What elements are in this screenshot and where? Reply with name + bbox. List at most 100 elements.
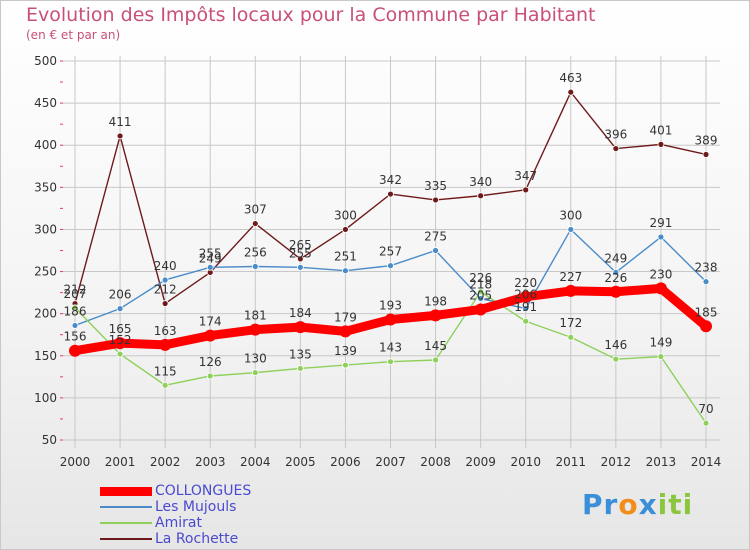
- point-collongues: [339, 325, 352, 338]
- data-label-amirat: 149: [649, 336, 672, 350]
- data-label-collongues: 156: [64, 330, 87, 344]
- data-label-amirat: 130: [244, 352, 267, 366]
- data-label-les-mujouls: 255: [199, 246, 222, 260]
- data-label-la-rochette: 340: [469, 175, 492, 189]
- point-amirat: [342, 361, 349, 369]
- point-collongues: [114, 337, 127, 350]
- data-label-la-rochette: 396: [604, 128, 627, 142]
- data-label-les-mujouls: 240: [154, 259, 177, 273]
- point-collongues: [609, 285, 622, 298]
- point-les-mujouls: [387, 262, 394, 270]
- proxiti-logo: Proxiti: [582, 488, 694, 521]
- point-amirat: [206, 372, 214, 380]
- point-les-mujouls: [702, 278, 710, 286]
- data-label-la-rochette: 212: [154, 283, 177, 297]
- point-amirat: [251, 369, 259, 377]
- legend-label-les-mujouls: Les Mujouls: [155, 499, 237, 515]
- data-label-amirat: 191: [514, 300, 537, 314]
- data-label-amirat: 146: [604, 338, 627, 352]
- y-tick-label: 100: [34, 391, 57, 405]
- point-la-rochette: [567, 88, 575, 96]
- x-tick-label: 2000: [60, 455, 91, 469]
- data-label-la-rochette: 265: [289, 238, 312, 252]
- point-les-mujouls: [206, 263, 214, 271]
- point-amirat: [296, 365, 304, 372]
- point-collongues: [204, 329, 217, 342]
- point-les-mujouls: [342, 267, 349, 275]
- data-label-collongues: 227: [559, 270, 582, 284]
- point-amirat: [116, 350, 124, 358]
- data-label-les-mujouls: 255: [289, 246, 312, 260]
- x-tick-label: 2013: [646, 455, 677, 469]
- data-label-les-mujouls: 275: [424, 230, 447, 244]
- data-label-amirat: 226: [469, 271, 492, 285]
- point-les-mujouls: [116, 305, 124, 313]
- legend-label-collongues: COLLONGUES: [155, 483, 252, 499]
- point-la-rochette: [296, 255, 304, 263]
- data-label-collongues: 198: [424, 294, 447, 308]
- chart-title: Evolution des Impôts locaux pour la Comm…: [26, 4, 596, 26]
- legend-swatch-la-rochette: [100, 538, 152, 540]
- x-tick-label: 2008: [420, 455, 451, 469]
- data-label-amirat: 172: [559, 316, 582, 330]
- data-label-collongues: 165: [109, 322, 132, 336]
- point-collongues: [159, 338, 172, 351]
- data-label-les-mujouls: 251: [334, 250, 357, 264]
- point-collongues: [519, 290, 532, 303]
- data-label-collongues: 193: [379, 299, 402, 313]
- x-tick-label: 2014: [691, 455, 722, 469]
- y-tick-label: 400: [34, 138, 57, 152]
- legend: COLLONGUES Les Mujouls Amirat La Rochett…: [100, 483, 340, 547]
- point-les-mujouls: [432, 247, 439, 254]
- point-les-mujouls: [296, 263, 304, 271]
- data-label-amirat: 143: [379, 341, 402, 355]
- point-amirat: [522, 317, 530, 325]
- point-la-rochette: [477, 192, 485, 200]
- point-la-rochette: [116, 132, 124, 140]
- point-amirat: [612, 355, 620, 363]
- series-lines: [69, 88, 712, 427]
- x-tick-label: 2007: [375, 455, 406, 469]
- data-labels: 212 411 212 249 307 265 300 342 335 340 347 463 396 4…: [64, 71, 718, 416]
- data-label-la-rochette: 249: [199, 251, 222, 265]
- legend-item-collongues: COLLONGUES: [100, 483, 340, 499]
- data-label-les-mujouls: 249: [604, 251, 627, 265]
- y-tick-label: 350: [34, 180, 57, 194]
- point-collongues: [294, 321, 307, 334]
- legend-item-les-mujouls: Les Mujouls: [100, 499, 340, 515]
- y-tick-label: 250: [34, 265, 57, 279]
- legend-label-amirat: Amirat: [155, 515, 202, 531]
- legend-label-la-rochette: La Rochette: [155, 531, 239, 547]
- data-label-amirat: 139: [334, 344, 357, 358]
- data-label-collongues: 163: [154, 324, 177, 338]
- point-amirat: [657, 353, 665, 361]
- point-les-mujouls: [567, 226, 575, 233]
- point-amirat: [567, 333, 575, 341]
- point-la-rochette: [657, 140, 665, 148]
- data-label-les-mujouls: 206: [514, 288, 537, 302]
- point-amirat: [161, 381, 169, 389]
- data-label-collongues: 220: [514, 276, 537, 290]
- point-amirat: [702, 419, 710, 427]
- legend-swatch-les-mujouls: [100, 506, 152, 508]
- y-tick-label: 450: [34, 96, 57, 110]
- data-label-la-rochette: 335: [424, 179, 447, 193]
- x-tick-label: 2001: [105, 455, 136, 469]
- data-label-les-mujouls: 238: [695, 261, 718, 275]
- data-label-les-mujouls: 291: [649, 216, 672, 230]
- legend-item-la-rochette: La Rochette: [100, 531, 340, 547]
- y-tick-label: 500: [34, 54, 57, 68]
- x-tick-label: 2011: [556, 455, 587, 469]
- point-collongues: [474, 303, 487, 316]
- data-label-collongues: 230: [649, 267, 672, 281]
- point-la-rochette: [702, 151, 710, 158]
- data-label-collongues: 205: [469, 288, 492, 302]
- data-label-la-rochette: 347: [514, 169, 537, 183]
- data-label-les-mujouls: 206: [109, 288, 132, 302]
- point-la-rochette: [612, 145, 620, 152]
- data-label-la-rochette: 389: [695, 133, 718, 147]
- x-tick-label: 2005: [285, 455, 316, 469]
- y-tick-label: 150: [34, 349, 57, 363]
